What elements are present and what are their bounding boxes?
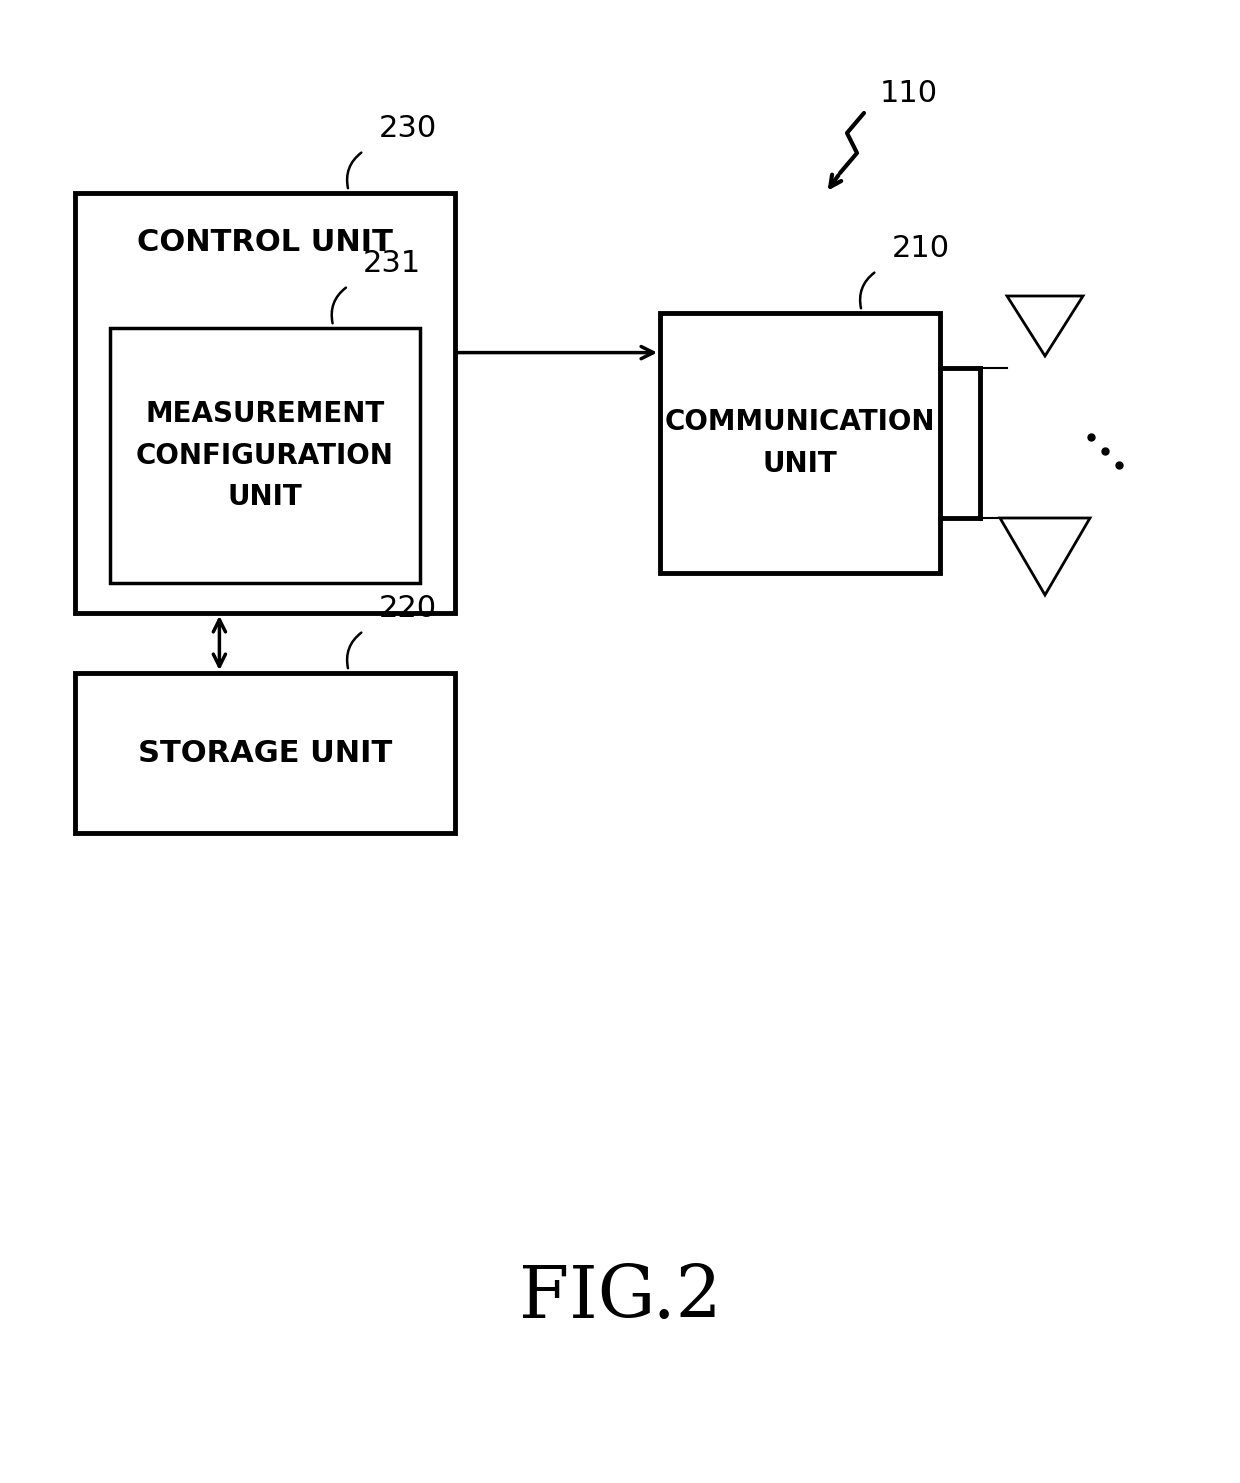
Bar bbox=[660, 313, 940, 572]
Text: 231: 231 bbox=[363, 249, 422, 277]
Text: 110: 110 bbox=[880, 79, 939, 108]
Polygon shape bbox=[999, 518, 1090, 595]
Bar bbox=[74, 193, 455, 612]
Bar bbox=[110, 328, 420, 583]
Text: FIG.2: FIG.2 bbox=[518, 1262, 722, 1333]
Text: MEASUREMENT
CONFIGURATION
UNIT: MEASUREMENT CONFIGURATION UNIT bbox=[136, 400, 394, 510]
Bar bbox=[74, 673, 455, 833]
Text: 230: 230 bbox=[378, 114, 436, 142]
Text: 210: 210 bbox=[892, 234, 950, 262]
Text: STORAGE UNIT: STORAGE UNIT bbox=[138, 739, 392, 768]
Text: CONTROL UNIT: CONTROL UNIT bbox=[138, 228, 393, 257]
Text: 220: 220 bbox=[378, 595, 436, 623]
Polygon shape bbox=[1007, 297, 1083, 356]
Text: COMMUNICATION
UNIT: COMMUNICATION UNIT bbox=[665, 408, 935, 478]
